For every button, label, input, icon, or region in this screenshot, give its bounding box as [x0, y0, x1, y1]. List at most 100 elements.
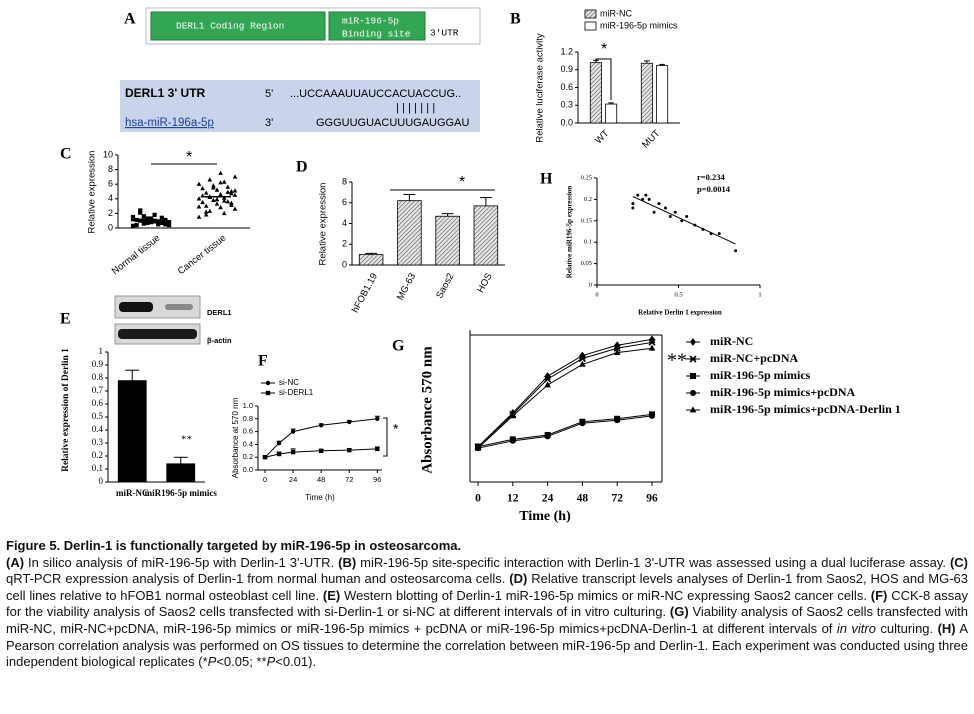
legend-label: miR-NC+pcDNA [710, 351, 798, 365]
marker [138, 208, 143, 213]
point [657, 202, 661, 206]
sequence: ...UCCAAAUUAUCCACUACCUG.. [290, 88, 461, 100]
marker [203, 212, 209, 217]
caption-text: P [266, 654, 276, 670]
marker [203, 203, 209, 208]
annotation: p=0.0014 [697, 184, 731, 194]
marker [214, 201, 220, 206]
marker [200, 186, 205, 191]
caption-text: (E) [322, 587, 341, 603]
y-tick-label: 0.5 [92, 411, 104, 421]
y-tick-label: 6 [342, 197, 347, 207]
x-tick-label: MUT [640, 128, 662, 150]
y-tick-label: 0.0 [560, 117, 573, 127]
y-tick-label: 8 [108, 164, 113, 174]
marker [375, 416, 380, 421]
marker [690, 373, 696, 379]
marker [347, 419, 352, 425]
y-tick-label: 0.8 [92, 372, 104, 382]
marker [141, 221, 146, 226]
panel-label: E [60, 311, 71, 328]
x-tick-label: Saos2 [434, 271, 456, 300]
x-tick-label: 24 [289, 475, 297, 484]
marker [276, 440, 282, 446]
marker [207, 177, 213, 182]
caption-text: <0.05; ** [216, 654, 267, 670]
trend-line [632, 196, 736, 245]
marker [211, 183, 216, 188]
y-axis-label: Absorbance 570 nm [419, 346, 435, 474]
marker [130, 217, 136, 222]
marker [375, 446, 380, 452]
caption-text: qRT-PCR expression analysis of Derlin-1 … [6, 571, 510, 587]
legend-label: miR-NC [600, 8, 632, 18]
bar [117, 380, 147, 483]
y-tick-label: 8 [342, 176, 347, 186]
x-tick-label: 96 [373, 475, 381, 484]
marker [200, 199, 205, 205]
bar [656, 65, 669, 124]
sequence-end: 3' [265, 117, 273, 129]
series-line [477, 413, 653, 448]
marker [156, 222, 161, 227]
y-tick-label: 0 [108, 222, 113, 232]
x-tick-label: 72 [611, 493, 623, 505]
marker [265, 390, 271, 396]
x-axis-label: Time (h) [519, 509, 571, 524]
y-tick-label: 0.6 [92, 398, 104, 408]
y-tick-label: 0.15 [581, 217, 592, 224]
sequence: GGGUUGUACUUUGAUGGAU [316, 117, 469, 129]
marker [203, 190, 209, 195]
marker [232, 188, 238, 193]
marker [290, 449, 296, 455]
caption-text: (C) [949, 554, 968, 570]
caption-text: (D) [509, 571, 528, 587]
marker [145, 216, 150, 221]
legend-label: miR-196-5p mimics+pcDNA-Derlin 1 [710, 402, 901, 416]
marker [229, 188, 234, 194]
blot [114, 295, 201, 319]
frame [145, 7, 481, 45]
marker [203, 209, 209, 214]
series-line [264, 418, 378, 458]
panel-label: G [392, 338, 405, 355]
marker [318, 423, 324, 428]
caption-text: (F) [870, 587, 888, 603]
marker [225, 184, 231, 189]
legend-swatch [584, 9, 597, 19]
x-tick-label: HOS [475, 271, 494, 294]
panel-label: D [296, 159, 308, 176]
blot-label: β-actin [207, 336, 232, 345]
x-tick-label: 0.5 [674, 291, 682, 298]
bar [435, 215, 460, 266]
marker [225, 199, 231, 204]
panel-label: B [510, 11, 521, 28]
marker [218, 205, 223, 210]
point [636, 193, 640, 197]
marker [689, 355, 697, 363]
x-tick-label: 48 [317, 475, 325, 484]
sequence-end: 5' [265, 88, 273, 100]
marker [196, 181, 202, 186]
legend-label: miR-NC [710, 334, 753, 348]
x-tick-label: MG-63 [395, 271, 418, 302]
bar [397, 200, 422, 266]
binding-site [328, 11, 426, 41]
x-tick-label: 24 [542, 493, 554, 505]
marker [544, 433, 551, 440]
y-tick-label: 1.2 [560, 46, 573, 56]
marker [649, 412, 655, 419]
utr-label: 3'UTR [430, 28, 459, 39]
x-tick-label: 0 [595, 291, 598, 298]
point [668, 215, 672, 219]
caption-text: A Pearson correlation analysis was perfo… [6, 620, 969, 670]
y-tick-label: 0.1 [584, 239, 592, 246]
y-tick-label: 0.0 [243, 465, 253, 474]
series-line [477, 415, 653, 449]
point [652, 210, 656, 214]
point [663, 206, 667, 210]
blot-band [119, 302, 153, 312]
marker [134, 222, 139, 228]
point [631, 202, 635, 206]
